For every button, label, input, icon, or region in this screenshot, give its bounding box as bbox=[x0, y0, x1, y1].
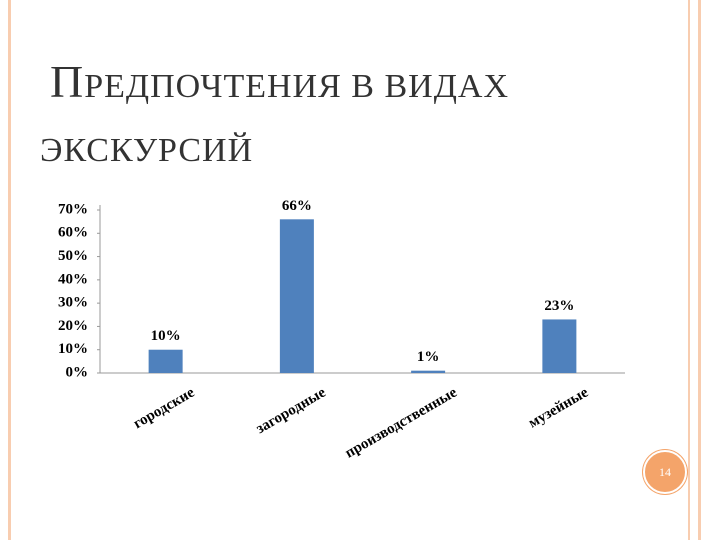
bar bbox=[411, 370, 446, 373]
value-label: 1% bbox=[417, 349, 440, 365]
y-tick-label: 20% bbox=[58, 318, 88, 334]
x-tick-label: городские bbox=[131, 384, 198, 432]
y-tick-label: 10% bbox=[58, 341, 88, 357]
bar bbox=[542, 319, 577, 373]
x-tick-label: загородные bbox=[253, 384, 328, 437]
y-tick-label: 40% bbox=[58, 271, 88, 287]
value-label: 10% bbox=[151, 328, 181, 344]
y-tick-label: 70% bbox=[58, 201, 88, 217]
border-right bbox=[688, 0, 690, 540]
y-tick-label: 0% bbox=[66, 364, 89, 380]
border-left bbox=[8, 0, 11, 540]
x-tick-label: производственные bbox=[343, 384, 461, 461]
x-tick-label: музейные bbox=[526, 384, 592, 431]
y-tick-label: 60% bbox=[58, 225, 88, 241]
y-tick-label: 30% bbox=[58, 295, 88, 311]
border-right-outer bbox=[698, 0, 701, 540]
bar bbox=[279, 219, 314, 373]
slide-number: 14 bbox=[643, 450, 687, 494]
value-label: 23% bbox=[544, 298, 574, 314]
chart-title: ПРЕДПОЧТЕНИЯ В ВИДАХ ЭКСКУРСИЙ bbox=[40, 56, 509, 169]
value-label: 66% bbox=[282, 198, 312, 214]
y-tick-label: 50% bbox=[58, 248, 88, 264]
bar bbox=[148, 349, 183, 373]
